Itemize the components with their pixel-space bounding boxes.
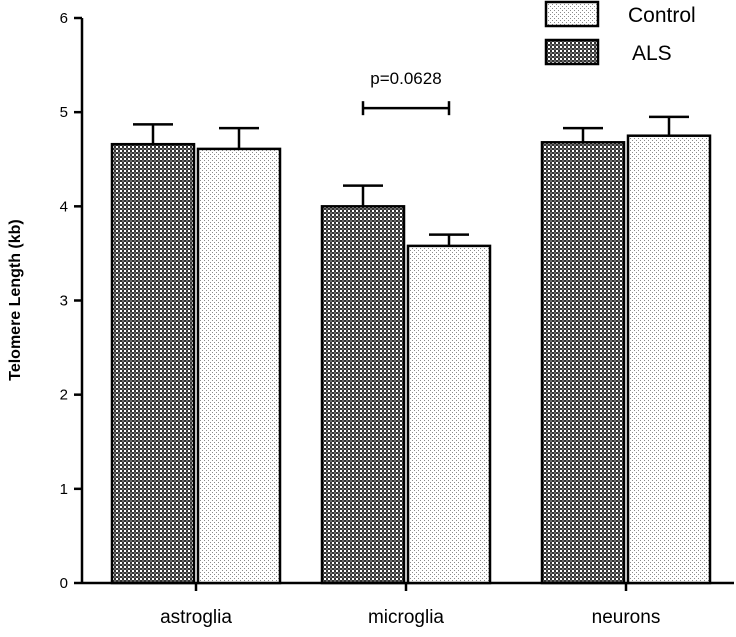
y-tick-label: 3 <box>60 293 68 310</box>
significance-annotations: p=0.0628 <box>361 69 451 116</box>
x-tick-label-neurons: neurons <box>592 607 661 628</box>
y-ticks: 0 1 2 3 4 5 6 <box>60 10 82 592</box>
legend-label-als: ALS <box>632 42 672 65</box>
p-value-label: p=0.0628 <box>370 69 441 88</box>
bar-control-microglia <box>406 244 492 585</box>
x-ticks: astroglia microglia neurons <box>160 583 660 628</box>
y-tick-label: 2 <box>60 387 68 404</box>
y-axis-title: Telomere Length (kb) <box>7 219 24 381</box>
bar-control-neurons <box>626 134 712 585</box>
y-tick-label: 4 <box>60 198 68 215</box>
legend-label-control: Control <box>628 4 696 27</box>
y-tick-label: 5 <box>60 104 68 121</box>
bar-als-neurons <box>540 141 626 585</box>
y-tick-label: 6 <box>60 10 68 27</box>
y-tick-label: 0 <box>60 575 68 592</box>
x-tick-label-microglia: microglia <box>368 607 444 628</box>
legend-swatch-als <box>544 38 600 66</box>
y-tick-label: 1 <box>60 481 68 498</box>
bar-als-astroglia <box>110 142 196 585</box>
x-tick-label-astroglia: astroglia <box>160 607 232 628</box>
legend-swatch-control <box>544 0 600 28</box>
bar-control-astroglia <box>196 147 282 585</box>
bars <box>110 134 712 585</box>
bar-als-microglia <box>320 205 406 585</box>
error-bars <box>133 115 689 246</box>
legend: Control ALS <box>544 0 696 66</box>
